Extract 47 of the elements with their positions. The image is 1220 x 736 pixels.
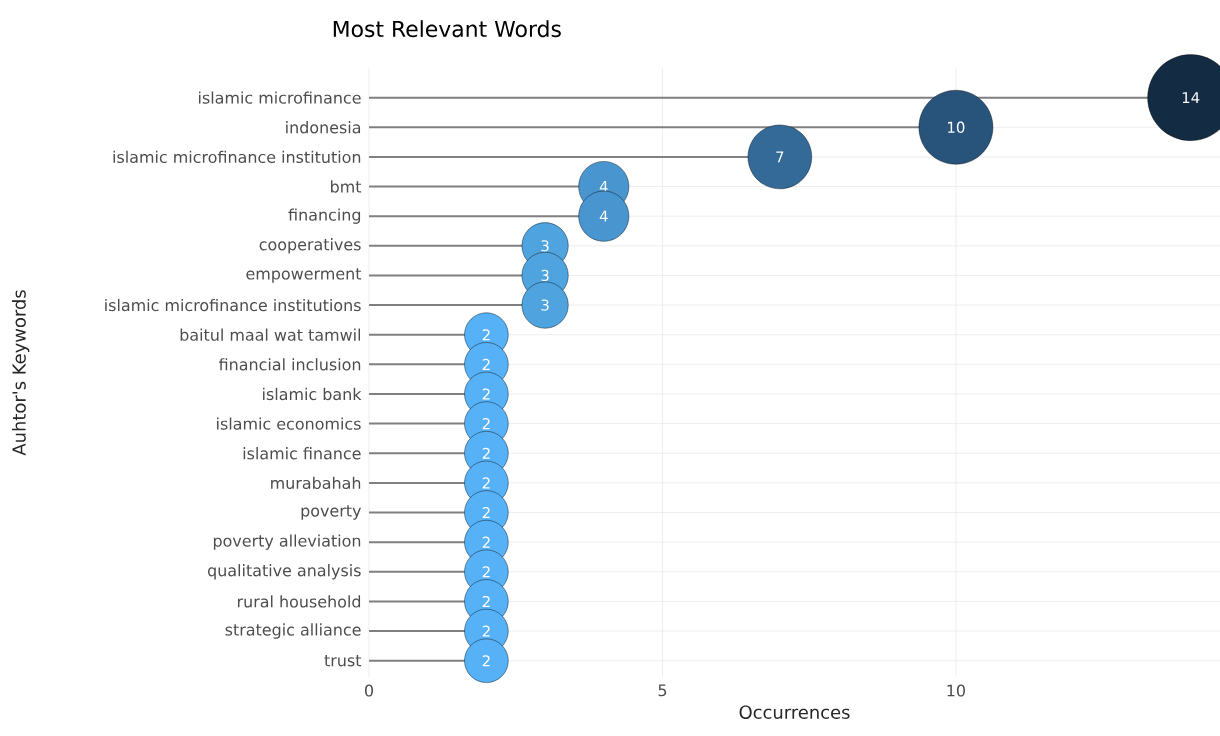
data-label: 2: [482, 595, 490, 607]
data-label: 2: [482, 418, 490, 430]
y-tick-label: cooperatives: [259, 238, 361, 254]
data-label: 2: [482, 566, 490, 578]
y-tick-label: islamic microfinance institution: [113, 150, 361, 164]
y-tick-label: poverty: [301, 505, 362, 520]
y-tick-label: indonesia: [286, 121, 361, 134]
y-axis-title: Auhtor's Keywords: [11, 290, 30, 456]
chart-title: Most Relevant Words: [333, 20, 561, 38]
data-label: 2: [482, 388, 490, 400]
data-label: 3: [541, 269, 549, 282]
y-tick-label: bmt: [331, 180, 362, 193]
x-tick-label: 5: [658, 684, 667, 697]
y-tick-label: islamic bank: [263, 387, 362, 401]
data-label: 7: [776, 151, 784, 163]
y-tick-label: baitul maal wat tamwil: [180, 328, 361, 341]
data-label: 2: [482, 329, 490, 341]
y-tick-label: islamic economics: [217, 417, 361, 430]
data-label: 2: [482, 536, 490, 548]
data-label: 2: [482, 506, 490, 519]
x-axis-title: Occurrences: [739, 705, 850, 719]
data-label: 3: [541, 240, 549, 252]
data-label: 2: [482, 655, 490, 667]
data-label: 2: [482, 477, 490, 489]
y-tick-label: murabahah: [271, 476, 361, 490]
y-tick-label: empowerment: [246, 268, 362, 283]
y-tick-label: financial inclusion: [218, 358, 361, 371]
data-label: 2: [482, 625, 490, 637]
y-tick-label: financing: [288, 208, 361, 224]
data-label: 4: [599, 210, 608, 222]
data-label: 14: [1182, 92, 1200, 104]
data-label: 3: [541, 299, 549, 311]
data-label: 2: [482, 358, 490, 370]
y-tick-label: qualitative analysis: [207, 564, 361, 580]
y-tick-label: poverty alleviation: [213, 534, 361, 550]
y-tick-label: islamic finance: [243, 447, 361, 460]
x-tick-label: 10: [947, 684, 965, 697]
y-tick-label: islamic microfinance: [199, 91, 361, 104]
data-label: 10: [948, 121, 965, 133]
x-tick-label: 0: [364, 684, 374, 697]
y-tick-label: rural household: [237, 595, 361, 608]
data-label: 2: [482, 447, 490, 459]
data-label: 4: [599, 181, 608, 192]
y-tick-label: islamic microfinance institutions: [105, 298, 361, 312]
y-tick-label: strategic alliance: [225, 623, 361, 639]
point: [464, 638, 509, 683]
y-tick-label: trust: [324, 654, 362, 667]
